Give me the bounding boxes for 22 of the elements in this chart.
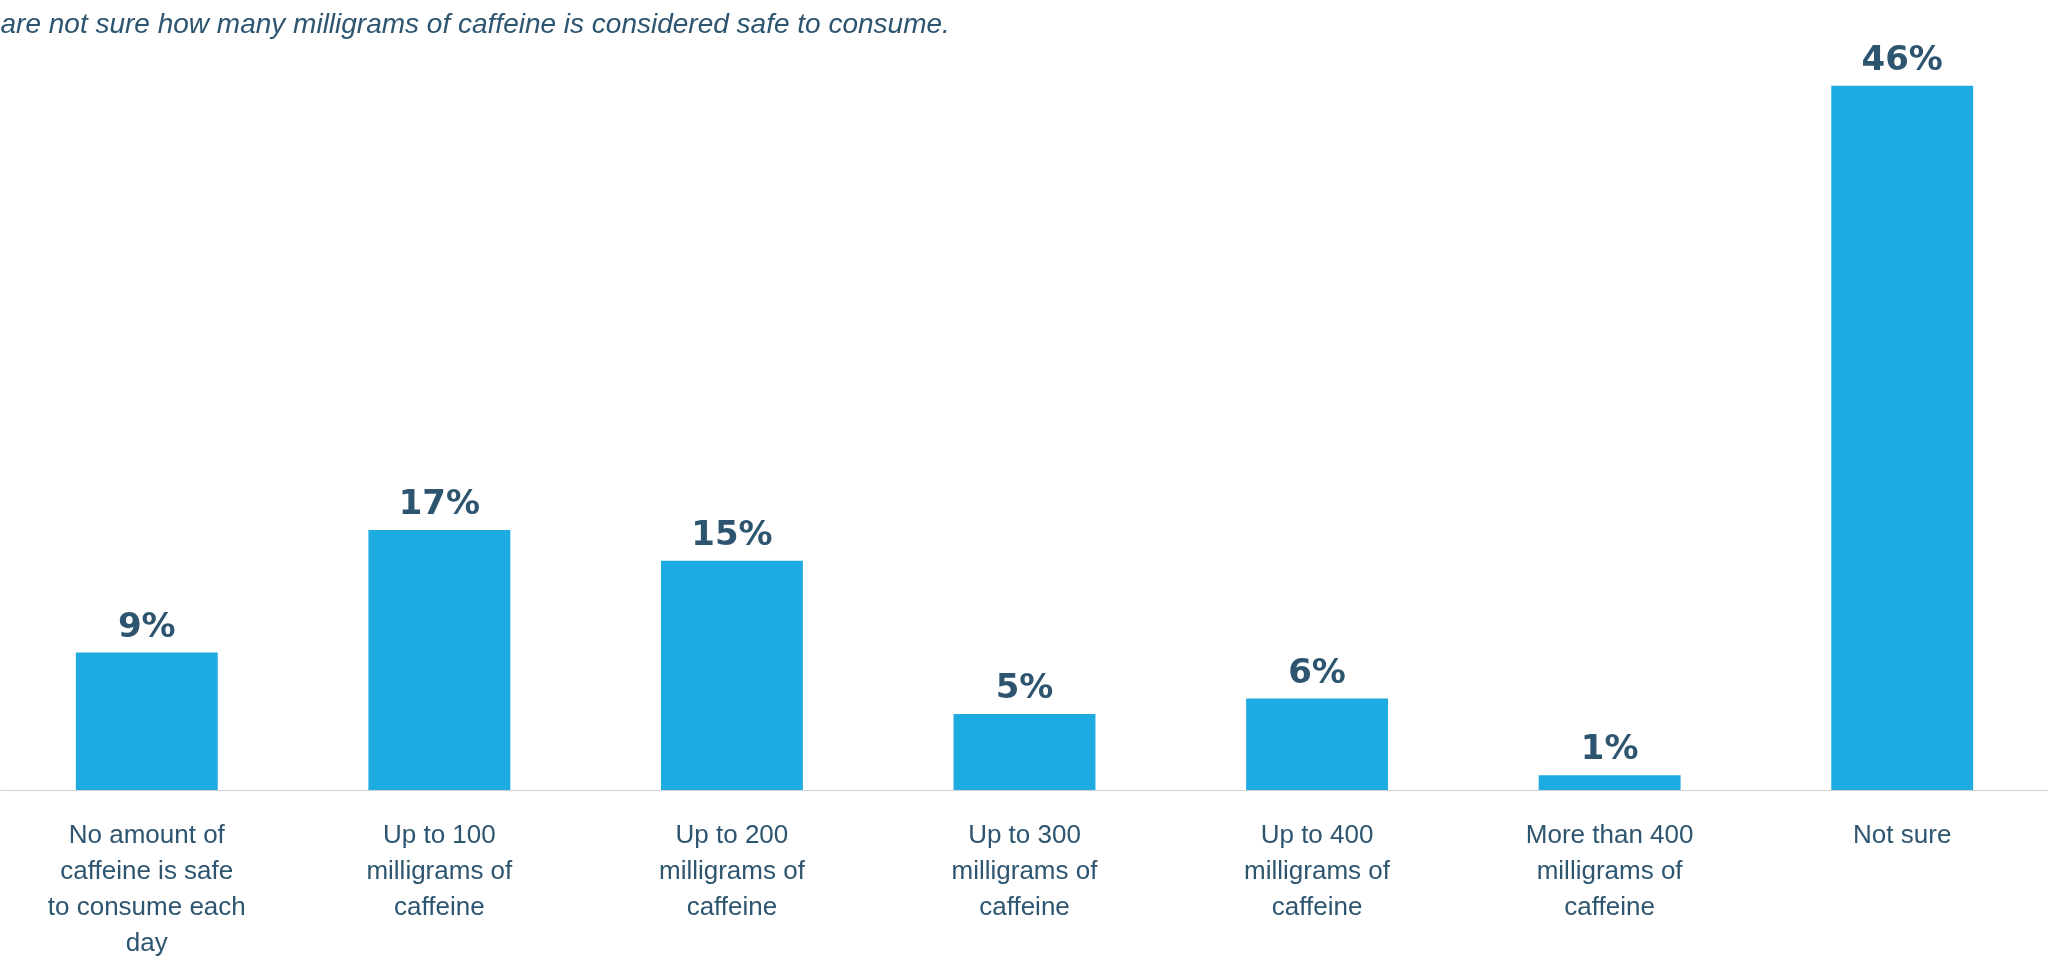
chart-subtitle: are not sure how many milligrams of caffeine is considered safe to consume. bbox=[0, 7, 950, 39]
x-tick-label: Not sure bbox=[1853, 818, 1952, 849]
x-tick-label: Up to 300 milligrams of caffeine bbox=[951, 818, 1099, 921]
x-tick-label: Up to 100 milligrams of caffeine bbox=[366, 818, 514, 921]
bar bbox=[660, 560, 803, 791]
bar bbox=[953, 713, 1096, 791]
bar bbox=[1246, 698, 1389, 791]
data-label: 1% bbox=[1580, 727, 1639, 768]
x-tick-label: More than 400 milligrams of caffeine bbox=[1525, 818, 1694, 921]
data-label: 9% bbox=[117, 604, 176, 645]
data-label: 17% bbox=[398, 482, 481, 523]
x-tick-label: Up to 200 milligrams of caffeine bbox=[658, 818, 806, 921]
data-label: 46% bbox=[1861, 37, 1943, 78]
data-label: 15% bbox=[691, 512, 773, 553]
bar bbox=[75, 652, 218, 791]
data-label: 6% bbox=[1288, 650, 1346, 691]
data-label: 5% bbox=[995, 665, 1054, 706]
bar bbox=[368, 530, 511, 791]
x-tick-label: No amount of caffeine is safe to consume each day bbox=[47, 818, 246, 957]
x-tick-label: Up to 400 milligrams of caffeine bbox=[1244, 818, 1391, 921]
bar bbox=[1831, 85, 1974, 791]
bar bbox=[1538, 775, 1681, 791]
